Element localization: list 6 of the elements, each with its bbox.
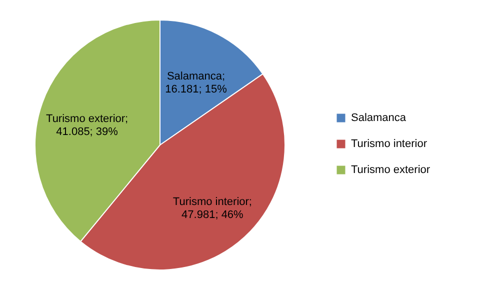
data-label: Turismo exterior; 41.085; 39%	[46, 112, 128, 138]
data-label: Turismo interior; 47.981; 46%	[172, 196, 252, 222]
legend-label: Turismo interior	[351, 138, 428, 150]
legend-label: Turismo exterior	[351, 164, 430, 176]
legend-label: Salamanca	[351, 112, 407, 124]
data-label: Salamanca; 16.181; 15%	[165, 70, 228, 96]
